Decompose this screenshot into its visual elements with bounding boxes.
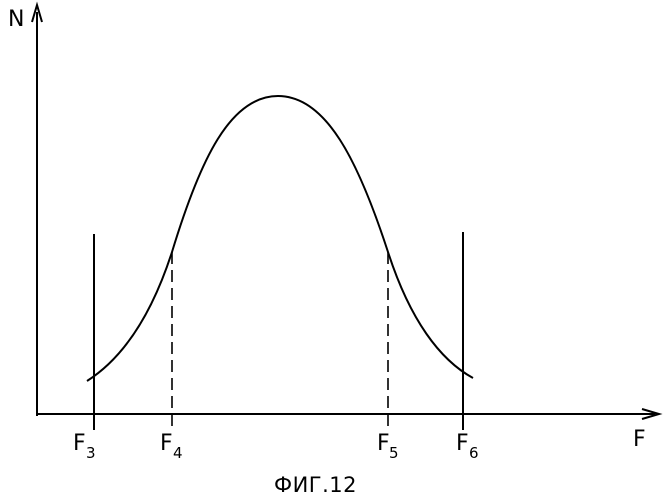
marker-f6-main: F <box>456 431 469 456</box>
marker-f6-sub: 6 <box>469 444 479 462</box>
marker-label-f4: F 4 <box>160 431 183 462</box>
marker-f4-main: F <box>160 431 173 456</box>
marker-f3-main: F <box>73 431 86 456</box>
marker-label-f5: F 5 <box>377 431 399 462</box>
marker-f4-sub: 4 <box>173 444 183 462</box>
distribution-curve <box>87 96 473 381</box>
marker-label-f6: F 6 <box>456 431 479 462</box>
marker-label-f3: F 3 <box>73 431 96 462</box>
y-axis-label: N <box>8 7 24 32</box>
x-axis-label: F <box>633 427 646 452</box>
marker-f5-sub: 5 <box>389 444 399 462</box>
marker-f3-sub: 3 <box>86 444 96 462</box>
marker-f5-main: F <box>377 431 390 456</box>
figure-caption: ФИГ.12 <box>274 473 357 497</box>
